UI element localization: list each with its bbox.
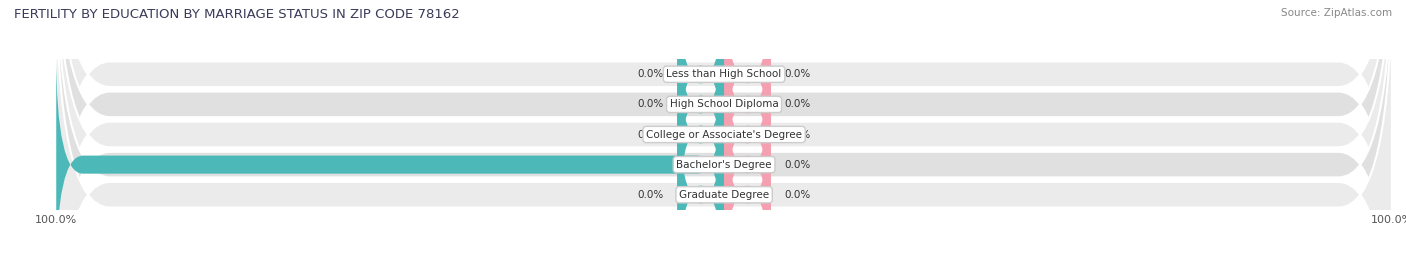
Text: 100.0%: 100.0% (0, 160, 42, 170)
Text: 0.0%: 0.0% (785, 99, 810, 109)
Text: FERTILITY BY EDUCATION BY MARRIAGE STATUS IN ZIP CODE 78162: FERTILITY BY EDUCATION BY MARRIAGE STATU… (14, 8, 460, 21)
FancyBboxPatch shape (56, 0, 1392, 269)
FancyBboxPatch shape (56, 0, 1392, 269)
Text: Source: ZipAtlas.com: Source: ZipAtlas.com (1281, 8, 1392, 18)
FancyBboxPatch shape (724, 0, 770, 186)
Text: 0.0%: 0.0% (638, 190, 664, 200)
FancyBboxPatch shape (724, 0, 770, 216)
Text: Graduate Degree: Graduate Degree (679, 190, 769, 200)
FancyBboxPatch shape (724, 23, 770, 246)
FancyBboxPatch shape (56, 53, 724, 269)
FancyBboxPatch shape (56, 0, 1392, 269)
FancyBboxPatch shape (56, 0, 1392, 269)
FancyBboxPatch shape (678, 0, 724, 186)
Legend: Married, Unmarried: Married, Unmarried (637, 264, 811, 269)
Text: Bachelor's Degree: Bachelor's Degree (676, 160, 772, 170)
Text: College or Associate's Degree: College or Associate's Degree (647, 129, 801, 140)
Text: 0.0%: 0.0% (785, 69, 810, 79)
Text: 0.0%: 0.0% (785, 129, 810, 140)
Text: 0.0%: 0.0% (638, 99, 664, 109)
Text: High School Diploma: High School Diploma (669, 99, 779, 109)
Text: 0.0%: 0.0% (785, 190, 810, 200)
FancyBboxPatch shape (56, 0, 1392, 269)
Text: Less than High School: Less than High School (666, 69, 782, 79)
FancyBboxPatch shape (724, 83, 770, 269)
Text: 0.0%: 0.0% (638, 129, 664, 140)
FancyBboxPatch shape (678, 83, 724, 269)
FancyBboxPatch shape (678, 0, 724, 216)
Text: 0.0%: 0.0% (638, 69, 664, 79)
FancyBboxPatch shape (724, 53, 770, 269)
Text: 0.0%: 0.0% (785, 160, 810, 170)
FancyBboxPatch shape (678, 23, 724, 246)
